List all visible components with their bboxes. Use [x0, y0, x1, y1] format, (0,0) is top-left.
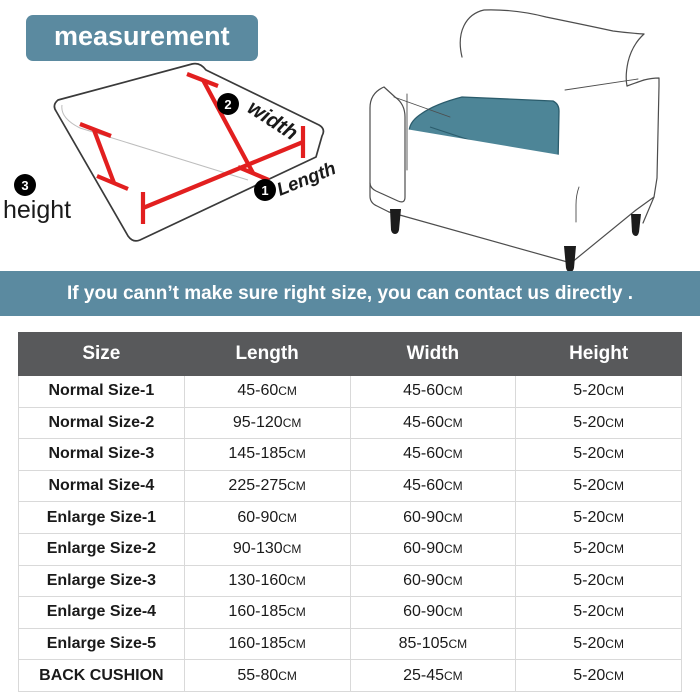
svg-text:2: 2 — [224, 97, 231, 112]
svg-text:height: height — [3, 196, 71, 224]
svg-text:3: 3 — [21, 178, 28, 193]
svg-text:1: 1 — [261, 183, 268, 198]
